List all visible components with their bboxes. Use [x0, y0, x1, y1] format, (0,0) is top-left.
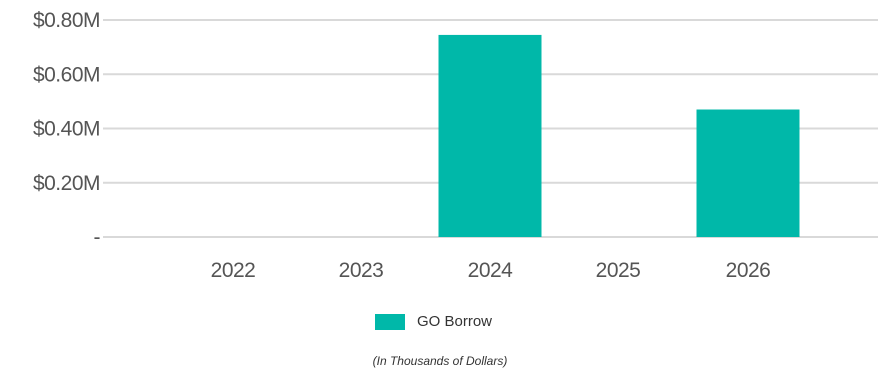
legend-label-go-borrow: GO Borrow: [417, 313, 493, 330]
x-tick-label: 2022: [211, 259, 256, 282]
x-tick-label: 2025: [596, 259, 641, 282]
legend-swatch-go-borrow: [375, 313, 405, 330]
bar-2024: [438, 34, 542, 238]
y-tick-label: $0.20M: [33, 172, 100, 195]
x-tick-label: 2026: [726, 259, 771, 282]
y-tick-label: $0.80M: [33, 9, 100, 32]
x-tick-label: 2023: [339, 259, 384, 282]
y-tick-label: $0.60M: [33, 63, 100, 86]
chart-footnote: (In Thousands of Dollars): [372, 354, 508, 368]
x-tick-label: 2024: [468, 259, 514, 282]
bar-2026: [696, 109, 800, 237]
legend: GO Borrow: [375, 313, 492, 330]
y-tick-label: -: [94, 226, 101, 249]
y-tick-label: $0.40M: [33, 118, 100, 141]
